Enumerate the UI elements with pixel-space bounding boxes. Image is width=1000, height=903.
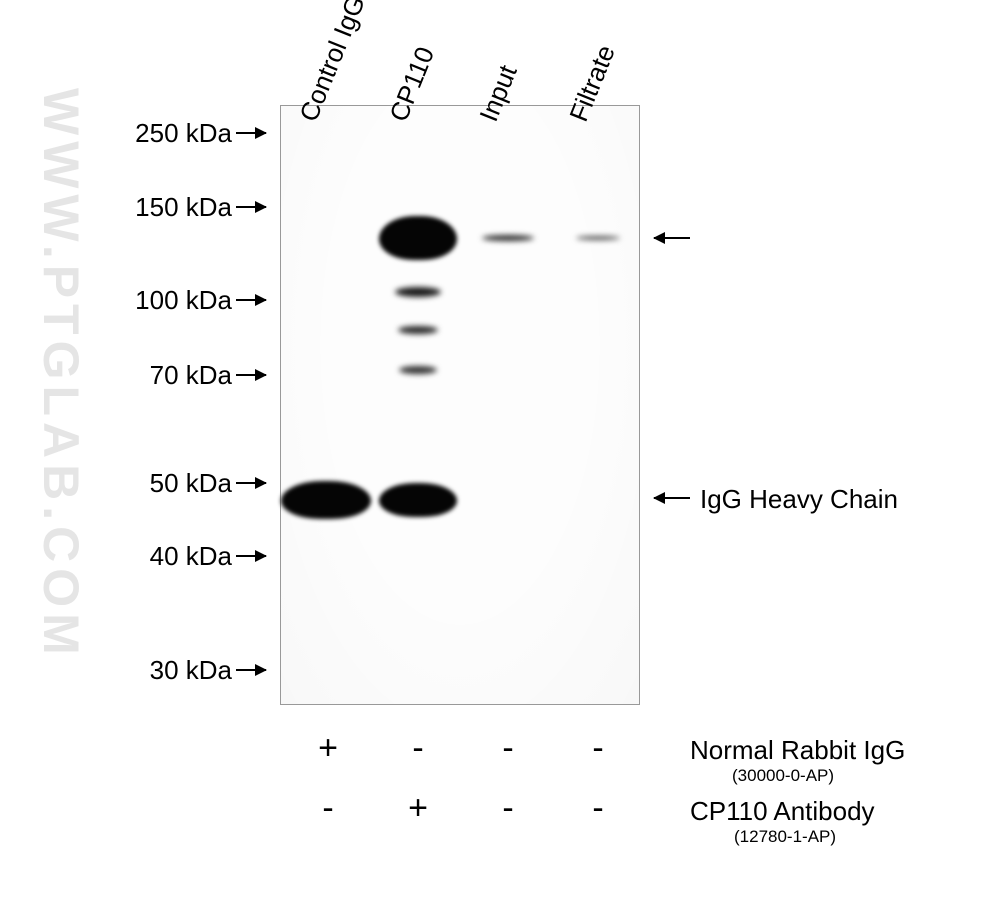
mw-arrow-icon [236, 206, 266, 208]
antibody-label: Normal Rabbit IgG [690, 735, 905, 766]
blot-band [482, 235, 534, 241]
target-arrow-icon [654, 237, 690, 239]
mw-label: 40 kDa [150, 543, 232, 569]
lane-condition-symbol: - [583, 731, 613, 765]
mw-arrow-icon [236, 374, 266, 376]
blot-band [398, 326, 438, 334]
blot-band [379, 483, 457, 517]
antibody-label: CP110 Antibody [690, 796, 875, 827]
antibody-catalog: (12780-1-AP) [734, 827, 836, 847]
mw-arrow-icon [236, 299, 266, 301]
blot-band [399, 366, 437, 374]
blot-band [281, 481, 371, 519]
blot-membrane [280, 105, 640, 705]
mw-arrow-icon [236, 555, 266, 557]
target-arrow-label: IgG Heavy Chain [700, 484, 898, 515]
figure-root: WWW.PTGLAB.COM Control IgGCP110InputFilt… [0, 0, 1000, 903]
lane-condition-symbol: - [493, 791, 523, 825]
lane-condition-symbol: - [313, 791, 343, 825]
watermark-text: WWW.PTGLAB.COM [32, 88, 90, 661]
lane-condition-symbol: - [403, 731, 433, 765]
lane-condition-symbol: + [403, 791, 433, 825]
mw-label: 30 kDa [150, 657, 232, 683]
target-arrow-icon [654, 497, 690, 499]
antibody-catalog: (30000-0-AP) [732, 766, 834, 786]
blot-band [379, 216, 457, 260]
lane-condition-symbol: + [313, 731, 343, 765]
mw-arrow-icon [236, 669, 266, 671]
mw-label: 250 kDa [135, 120, 232, 146]
mw-label: 50 kDa [150, 470, 232, 496]
mw-label: 70 kDa [150, 362, 232, 388]
lane-condition-symbol: - [583, 791, 613, 825]
blot-band [395, 287, 441, 297]
mw-label: 100 kDa [135, 287, 232, 313]
mw-arrow-icon [236, 482, 266, 484]
blot-band [576, 236, 620, 240]
mw-arrow-icon [236, 132, 266, 134]
mw-label: 150 kDa [135, 194, 232, 220]
lane-condition-symbol: - [493, 731, 523, 765]
